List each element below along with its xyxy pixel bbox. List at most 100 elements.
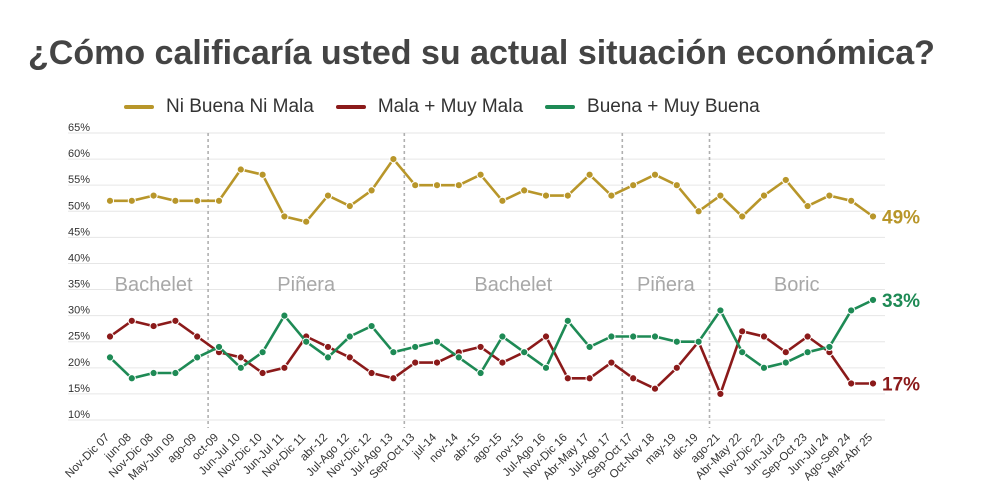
data-point bbox=[716, 191, 725, 200]
data-point bbox=[585, 342, 594, 352]
data-point bbox=[127, 196, 136, 205]
era-label: Bachelet bbox=[474, 274, 552, 296]
data-point bbox=[105, 196, 115, 205]
data-point bbox=[193, 332, 202, 341]
data-point bbox=[868, 212, 878, 221]
data-point bbox=[476, 342, 485, 352]
y-tick-label: 35% bbox=[68, 279, 90, 291]
series-line bbox=[109, 298, 874, 380]
era-label: Bachelet bbox=[115, 274, 193, 296]
data-point bbox=[672, 181, 681, 190]
era-label: Boric bbox=[774, 274, 820, 296]
data-point bbox=[563, 191, 572, 200]
data-point bbox=[323, 353, 333, 362]
y-tick-label: 15% bbox=[68, 383, 90, 395]
data-point bbox=[432, 337, 442, 346]
legend-label-ni-buena-ni-mala: Ni Buena Ni Mala bbox=[166, 96, 314, 117]
data-point bbox=[411, 181, 420, 190]
data-point bbox=[694, 337, 703, 346]
data-point bbox=[411, 358, 420, 367]
y-tick-label: 55% bbox=[68, 174, 90, 186]
data-point bbox=[367, 186, 376, 195]
y-tick-label: 45% bbox=[68, 226, 90, 238]
data-point bbox=[498, 196, 507, 205]
end-value-label: 49% bbox=[882, 207, 920, 228]
era-label: Piñera bbox=[637, 274, 696, 296]
chart-legend: Ni Buena Ni Mala Mala + Muy Mala Buena +… bbox=[124, 96, 782, 118]
data-point bbox=[759, 363, 769, 372]
data-point bbox=[236, 165, 245, 174]
data-point bbox=[520, 348, 529, 357]
legend-item-mala: Mala + Muy Mala bbox=[335, 96, 524, 118]
legend-swatch-buena bbox=[545, 105, 576, 109]
data-point bbox=[258, 170, 267, 179]
y-tick-label: 20% bbox=[68, 357, 90, 369]
data-point bbox=[280, 311, 289, 320]
data-point bbox=[323, 342, 333, 352]
series-line bbox=[110, 157, 874, 223]
data-point bbox=[258, 368, 267, 378]
y-tick-label: 40% bbox=[68, 252, 90, 264]
data-point bbox=[345, 201, 354, 211]
legend-swatch-ni-buena-ni-mala bbox=[124, 105, 154, 109]
data-point bbox=[171, 368, 180, 378]
data-point bbox=[607, 332, 616, 341]
data-point bbox=[759, 332, 769, 341]
data-point bbox=[171, 196, 180, 205]
data-point bbox=[214, 196, 224, 205]
data-point bbox=[389, 374, 398, 383]
end-value-label: 33% bbox=[882, 291, 920, 312]
data-point bbox=[345, 332, 354, 341]
data-point bbox=[629, 181, 638, 190]
data-point bbox=[781, 348, 790, 357]
data-point bbox=[847, 196, 856, 205]
data-point bbox=[476, 170, 485, 179]
data-point bbox=[389, 154, 398, 164]
data-point bbox=[280, 363, 289, 372]
end-value-label: 17% bbox=[882, 374, 920, 395]
y-tick-label: 10% bbox=[68, 409, 90, 421]
y-tick-label: 60% bbox=[68, 148, 90, 160]
data-point bbox=[171, 316, 180, 325]
y-tick-label: 25% bbox=[68, 331, 90, 343]
data-point bbox=[302, 217, 311, 226]
data-point bbox=[781, 358, 790, 367]
data-point bbox=[781, 175, 790, 185]
data-point bbox=[345, 353, 354, 362]
data-point bbox=[193, 353, 202, 362]
data-point bbox=[759, 191, 769, 200]
chart-title: ¿Cómo calificaría usted su actual situac… bbox=[28, 34, 935, 72]
data-point bbox=[193, 196, 202, 205]
era-label: Piñera bbox=[277, 274, 336, 296]
legend-label-mala: Mala + Muy Mala bbox=[377, 96, 524, 117]
data-point bbox=[127, 316, 136, 325]
data-point bbox=[672, 337, 681, 346]
data-point bbox=[694, 207, 703, 216]
data-point bbox=[847, 306, 856, 315]
data-point bbox=[432, 358, 442, 367]
data-point bbox=[541, 363, 551, 372]
data-point bbox=[585, 374, 594, 383]
data-point bbox=[541, 191, 551, 200]
data-point bbox=[825, 342, 834, 352]
data-point bbox=[738, 327, 747, 336]
series-line bbox=[109, 319, 873, 396]
data-point bbox=[585, 170, 594, 179]
data-point bbox=[411, 342, 420, 352]
data-point bbox=[716, 389, 725, 399]
y-tick-label: 30% bbox=[68, 305, 90, 317]
legend-swatch-mala bbox=[335, 105, 366, 109]
data-point bbox=[607, 358, 616, 367]
data-point bbox=[650, 384, 660, 393]
data-point bbox=[454, 353, 463, 362]
data-point bbox=[149, 321, 158, 331]
data-point bbox=[149, 191, 158, 200]
data-point bbox=[323, 191, 333, 200]
data-point bbox=[629, 332, 638, 341]
y-tick-label: 50% bbox=[68, 200, 90, 212]
data-point bbox=[280, 212, 289, 221]
legend-item-ni-buena-ni-mala: Ni Buena Ni Mala bbox=[124, 96, 314, 118]
data-point bbox=[432, 181, 442, 190]
data-point bbox=[629, 374, 638, 383]
data-point bbox=[868, 379, 878, 388]
